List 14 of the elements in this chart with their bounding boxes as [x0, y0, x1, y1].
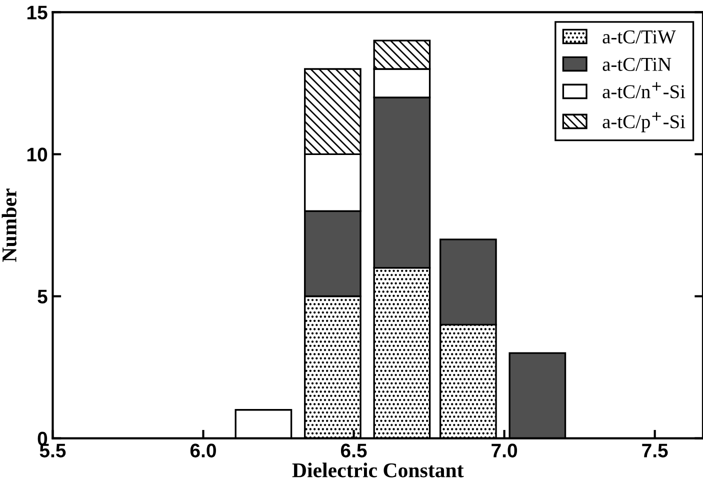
y-tick-label: 5	[38, 290, 48, 304]
legend-label: a-tC/n$^{+}$-Si	[602, 82, 686, 98]
x-tick-label: 6.5	[340, 444, 367, 458]
x-tick-label: 7.5	[642, 444, 668, 458]
y-axis-title: Number	[2, 188, 16, 262]
x-tick-label: 5.5	[40, 444, 66, 458]
legend-label: a-tC/TiW	[602, 30, 676, 44]
y-tick-label: 15	[27, 6, 48, 20]
legend-label: a-tC/p$^{+}$-Si	[602, 112, 686, 132]
x-axis-title: Dielectric Constant	[292, 462, 464, 478]
y-tick-label: 10	[27, 148, 48, 162]
legend-label: a-tC/TiN	[602, 58, 672, 71]
x-tick-label: 7.0	[492, 444, 518, 458]
x-tick-label: 6.0	[190, 444, 216, 458]
